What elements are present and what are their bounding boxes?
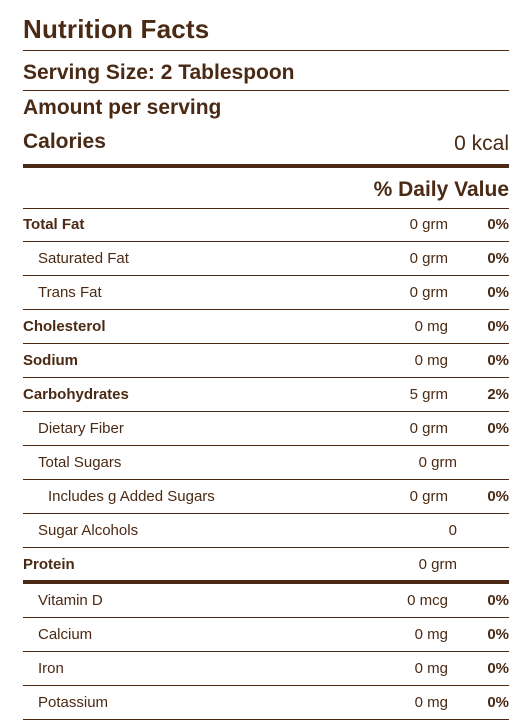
nutrient-amount: 0 mg xyxy=(414,352,448,369)
nutrient-row-protein: Protein 0 grm xyxy=(23,548,509,584)
nutrient-amount: 5 grm xyxy=(409,386,448,403)
nutrient-name: Vitamin D xyxy=(38,592,103,609)
nutrient-daily-value: 0% xyxy=(487,318,509,335)
nutrient-name: Sodium xyxy=(23,352,78,369)
page-title: Nutrition Facts xyxy=(23,14,509,51)
nutrient-daily-value: 0% xyxy=(487,488,509,505)
nutrient-name: Iron xyxy=(38,660,64,677)
nutrient-name: Trans Fat xyxy=(38,284,102,301)
nutrient-name: Carbohydrates xyxy=(23,386,129,403)
nutrient-amount: 0 mg xyxy=(414,318,448,335)
nutrient-daily-value: 0% xyxy=(487,660,509,677)
nutrient-amount: 0 grm xyxy=(409,284,448,301)
nutrient-amount: 0 mg xyxy=(414,660,448,677)
nutrient-row-total-sugars: Total Sugars 0 grm xyxy=(23,446,509,480)
calories-value: 0 kcal xyxy=(454,132,509,155)
nutrient-name: Potassium xyxy=(38,694,109,711)
nutrient-name: Calcium xyxy=(38,626,93,643)
nutrient-amount: 0 grm xyxy=(409,250,448,267)
nutrient-daily-value: 2% xyxy=(487,386,509,403)
nutrient-name: Total Sugars xyxy=(38,454,122,471)
nutrient-amount: 0 grm xyxy=(409,488,448,505)
calories-label: Calories xyxy=(23,130,106,153)
amount-per-serving: Amount per serving xyxy=(23,96,222,119)
nutrient-name: Sugar Alcohols xyxy=(38,522,139,539)
nutrient-daily-value: 0% xyxy=(487,284,509,301)
nutrient-amount: 0 grm xyxy=(418,556,457,573)
nutrient-row-trans-fat: Trans Fat 0 grm 0% xyxy=(23,276,509,310)
nutrient-name: Cholesterol xyxy=(23,318,106,335)
nutrient-daily-value: 0% xyxy=(487,216,509,233)
nutrient-row-added-sugars: Includes g Added Sugars 0 grm 0% xyxy=(23,480,509,514)
nutrient-list: Total Fat 0 grm 0% Saturated Fat 0 grm 0… xyxy=(23,208,509,720)
nutrient-row-potassium: Potassium 0 mg 0% xyxy=(23,686,509,720)
nutrient-name: Dietary Fiber xyxy=(38,420,124,437)
nutrient-row-carbohydrates: Carbohydrates 5 grm 2% xyxy=(23,378,509,412)
nutrient-daily-value: 0% xyxy=(487,592,509,609)
nutrient-daily-value: 0% xyxy=(487,250,509,267)
nutrient-row-saturated-fat: Saturated Fat 0 grm 0% xyxy=(23,242,509,276)
nutrient-row-cholesterol: Cholesterol 0 mg 0% xyxy=(23,310,509,344)
nutrient-row-iron: Iron 0 mg 0% xyxy=(23,652,509,686)
daily-value-header: % Daily Value xyxy=(23,170,509,209)
nutrient-daily-value: 0% xyxy=(487,694,509,711)
calories-row: Calories 0 kcal xyxy=(23,130,509,168)
nutrient-name: Protein xyxy=(23,556,75,573)
nutrient-row-calcium: Calcium 0 mg 0% xyxy=(23,618,509,652)
nutrient-amount: 0 grm xyxy=(418,454,457,471)
serving-size: Serving Size: 2 Tablespoon xyxy=(23,52,509,91)
nutrient-amount: 0 mg xyxy=(414,626,448,643)
nutrient-row-sugar-alcohols: Sugar Alcohols 0 xyxy=(23,514,509,548)
nutrient-daily-value: 0% xyxy=(487,352,509,369)
nutrient-amount: 0 grm xyxy=(409,420,448,437)
nutrient-row-dietary-fiber: Dietary Fiber 0 grm 0% xyxy=(23,412,509,446)
nutrient-amount: 0 mcg xyxy=(407,592,448,609)
nutrient-row-sodium: Sodium 0 mg 0% xyxy=(23,344,509,378)
nutrient-amount: 0 mg xyxy=(414,694,448,711)
nutrient-row-total-fat: Total Fat 0 grm 0% xyxy=(23,208,509,242)
nutrient-amount: 0 xyxy=(448,522,457,539)
nutrient-name: Includes g Added Sugars xyxy=(48,488,215,505)
nutrient-row-vitamin-d: Vitamin D 0 mcg 0% xyxy=(23,584,509,618)
nutrient-name: Saturated Fat xyxy=(38,250,129,267)
nutrient-name: Total Fat xyxy=(23,216,85,233)
nutrient-daily-value: 0% xyxy=(487,420,509,437)
nutrient-amount: 0 grm xyxy=(409,216,448,233)
nutrient-daily-value: 0% xyxy=(487,626,509,643)
